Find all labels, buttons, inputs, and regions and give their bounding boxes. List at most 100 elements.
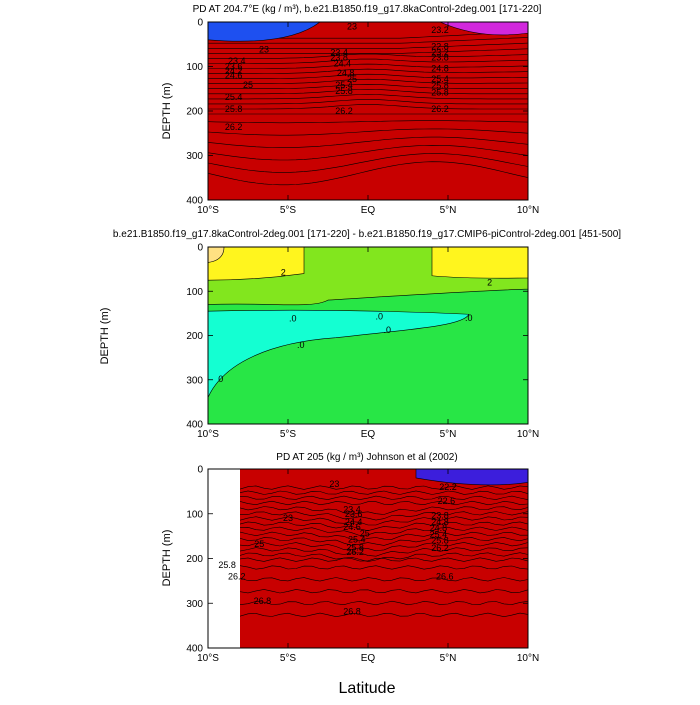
x-tick-label: 5°N bbox=[440, 429, 457, 440]
x-axis-label: Latitude bbox=[339, 680, 396, 697]
contour-label: 25 bbox=[254, 539, 264, 549]
contour-line bbox=[208, 37, 528, 44]
contour-label: 23 bbox=[283, 513, 293, 523]
x-tick-label: EQ bbox=[361, 429, 376, 440]
y-tick-label: 0 bbox=[197, 465, 203, 476]
x-tick-label: 10°S bbox=[197, 205, 219, 216]
x-tick-label: 10°N bbox=[517, 653, 539, 664]
contour-label: 26.2 bbox=[335, 106, 353, 116]
contour-label: 25 bbox=[243, 80, 253, 90]
contour-line bbox=[208, 94, 528, 100]
contour-label: 23.4 bbox=[228, 56, 246, 66]
contour-line bbox=[208, 48, 528, 54]
contour-label: 25.8 bbox=[431, 81, 449, 91]
contour-line bbox=[240, 557, 528, 562]
y-tick-label: 300 bbox=[186, 599, 203, 610]
contour-label: 26.6 bbox=[436, 571, 454, 581]
contour-label: 23.8 bbox=[431, 53, 449, 63]
contour-line bbox=[208, 53, 528, 59]
y-tick-label: 300 bbox=[186, 375, 203, 386]
contour-line bbox=[240, 521, 528, 532]
contour-label: 25 bbox=[360, 528, 370, 538]
diff-region-negative bbox=[208, 309, 470, 398]
contour-line bbox=[240, 600, 528, 606]
panel-2-ylabel: DEPTH (m) bbox=[99, 308, 111, 365]
contour-label: 2 bbox=[487, 277, 492, 287]
contour-label: 25.8 bbox=[218, 560, 236, 570]
panel-1-field bbox=[208, 22, 528, 200]
contour-label: 23.2 bbox=[431, 47, 449, 57]
contour-label: 24.6 bbox=[343, 522, 361, 532]
contour-label: 23.4 bbox=[343, 504, 361, 514]
y-tick-label: 400 bbox=[186, 644, 203, 655]
contour-line bbox=[240, 552, 528, 562]
x-tick-label: 5°N bbox=[440, 205, 457, 216]
contour-line bbox=[208, 120, 528, 124]
contour-label: 26.2 bbox=[225, 122, 243, 132]
density-band bbox=[208, 22, 321, 42]
contour-label: .0 bbox=[375, 312, 383, 322]
x-tick-label: 10°N bbox=[517, 429, 539, 440]
contour-line bbox=[208, 58, 528, 64]
contour-label: 23.8 bbox=[330, 53, 348, 63]
y-tick-label: 200 bbox=[186, 107, 203, 118]
y-tick-label: 400 bbox=[186, 420, 203, 431]
panel-2-contour-labels: 22.0.0.0.0.00 bbox=[218, 268, 492, 384]
panel-1-ylabel: DEPTH (m) bbox=[161, 83, 173, 140]
contour-line bbox=[208, 136, 528, 148]
x-tick-label: 10°S bbox=[197, 653, 219, 664]
contour-label: 24.6 bbox=[225, 70, 243, 80]
contour-label: 2 bbox=[281, 268, 286, 278]
contour-line bbox=[208, 144, 528, 161]
contour-label: 25.8 bbox=[346, 542, 364, 552]
contour-label: 23.4 bbox=[330, 47, 348, 57]
contour-label: .0 bbox=[383, 325, 391, 335]
panel-3: PD AT 205 (kg / m³) Johnson et al (2002)… bbox=[161, 452, 539, 664]
panel-1-ticks: 10°S 5°S EQ 5°N 10°N 0 100 200 300 400 bbox=[186, 18, 539, 217]
contour-line bbox=[208, 42, 528, 49]
contour-label: 23 bbox=[329, 479, 339, 489]
contour-line bbox=[240, 537, 528, 546]
contour-line bbox=[208, 83, 528, 89]
contour-label: 24.8 bbox=[431, 64, 449, 74]
density-band bbox=[240, 469, 528, 648]
contour-label: 24.4 bbox=[334, 58, 352, 68]
contour-line bbox=[208, 73, 528, 79]
x-tick-label: 10°N bbox=[517, 205, 539, 216]
contour-label: 25 bbox=[347, 74, 357, 84]
contour-line bbox=[208, 104, 528, 110]
contour-label: 25.4 bbox=[335, 80, 353, 90]
contour-label: 24.8 bbox=[431, 517, 449, 527]
contour-line bbox=[208, 78, 528, 84]
panel-3-title: PD AT 205 (kg / m³) Johnson et al (2002) bbox=[276, 452, 457, 463]
x-tick-label: EQ bbox=[361, 653, 376, 664]
contour-line bbox=[240, 577, 528, 582]
contour-label: 25.8 bbox=[431, 536, 449, 546]
x-tick-label: 5°S bbox=[280, 429, 297, 440]
contour-label: 23.2 bbox=[431, 25, 449, 35]
contour-label: 26.8 bbox=[343, 606, 361, 616]
contour-label: 25.4 bbox=[431, 74, 449, 84]
contour-label: .0 bbox=[297, 340, 305, 350]
contour-line bbox=[240, 516, 528, 526]
x-tick-label: EQ bbox=[361, 205, 376, 216]
contour-line bbox=[240, 506, 528, 515]
contour-label: 23 bbox=[347, 21, 357, 31]
panel-1: PD AT 204.7°E (kg / m³), b.e21.B1850.f19… bbox=[161, 4, 542, 216]
contour-label: 22.2 bbox=[439, 482, 457, 492]
contour-label: 24.4 bbox=[345, 517, 363, 527]
panel-3-ticks: 10°S 5°S EQ 5°N 10°N 0 100 200 300 400 bbox=[186, 465, 539, 665]
x-tick-label: 5°S bbox=[280, 205, 297, 216]
y-tick-label: 200 bbox=[186, 554, 203, 565]
panel-2-ticks: 10°S 5°S EQ 5°N 10°N 0 100 200 300 400 bbox=[186, 243, 539, 441]
contour-line bbox=[240, 526, 528, 536]
contour-line bbox=[240, 612, 528, 618]
y-tick-label: 300 bbox=[186, 151, 203, 162]
contour-line bbox=[208, 128, 528, 136]
contour-line bbox=[240, 547, 528, 557]
y-tick-label: 0 bbox=[197, 18, 203, 29]
